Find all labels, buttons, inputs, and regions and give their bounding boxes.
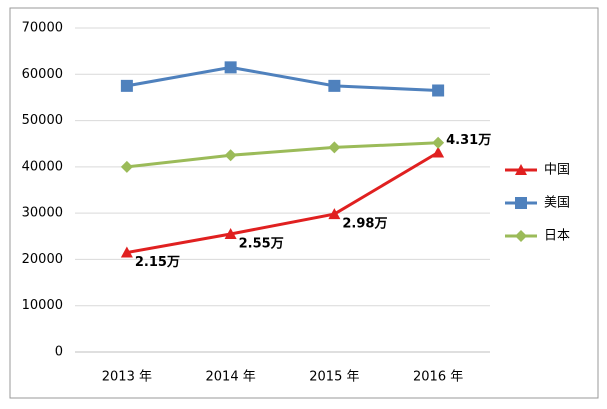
chart-border bbox=[9, 7, 599, 399]
x-tick-label: 2014 年 bbox=[206, 370, 256, 385]
legend-label: 日本 bbox=[544, 229, 570, 244]
x-tick-label: 2016 年 bbox=[413, 370, 463, 385]
legend-label: 中国 bbox=[544, 163, 570, 178]
legend-label: 美国 bbox=[544, 196, 570, 211]
data-point bbox=[328, 79, 341, 92]
legend-marker bbox=[515, 197, 527, 209]
data-label: 2.15万 bbox=[135, 255, 180, 270]
data-label: 4.31万 bbox=[446, 133, 491, 148]
data-point bbox=[328, 208, 341, 220]
y-tick-label: 60000 bbox=[22, 67, 63, 82]
data-point bbox=[328, 141, 341, 154]
data-point bbox=[224, 61, 237, 74]
data-label: 2.98万 bbox=[342, 217, 387, 232]
series-line bbox=[126, 65, 439, 92]
data-point bbox=[120, 246, 133, 258]
y-tick-label: 40000 bbox=[22, 159, 63, 174]
x-tick-label: 2015 年 bbox=[309, 370, 359, 385]
data-point bbox=[432, 136, 445, 149]
legend-marker bbox=[515, 164, 527, 175]
data-point bbox=[120, 160, 133, 173]
y-tick-label: 70000 bbox=[22, 21, 63, 36]
data-point bbox=[120, 79, 133, 92]
y-tick-label: 10000 bbox=[22, 298, 63, 313]
series-line bbox=[126, 151, 439, 254]
y-tick-label: 0 bbox=[55, 345, 63, 360]
y-tick-label: 50000 bbox=[22, 113, 63, 128]
data-point bbox=[432, 84, 445, 97]
series-line bbox=[126, 141, 439, 169]
y-tick-label: 20000 bbox=[22, 252, 63, 267]
y-tick-label: 30000 bbox=[22, 206, 63, 221]
data-point bbox=[224, 149, 237, 162]
x-tick-label: 2013 年 bbox=[102, 370, 152, 385]
data-point bbox=[224, 227, 237, 239]
data-point bbox=[432, 146, 445, 158]
legend-marker bbox=[515, 230, 527, 242]
data-label: 2.55万 bbox=[239, 236, 284, 251]
